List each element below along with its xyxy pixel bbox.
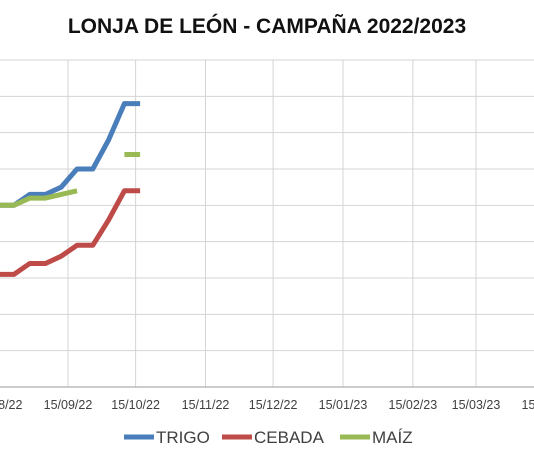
x-tick-label: 15/02/23 (389, 398, 438, 412)
series-line-cebada (0, 188, 141, 277)
x-axis-tick-labels: 15/08/22 15/09/22 15/10/22 15/11/22 15/12/22… (0, 398, 534, 412)
series-line-maiz (0, 188, 78, 208)
legend-label-maiz: MAÍZ (372, 428, 413, 447)
x-tick-label: 15/03/23 (452, 398, 501, 412)
x-tick-label: 15/04/23 (522, 398, 534, 412)
x-tick-label: 15/10/22 (111, 398, 160, 412)
chart-title: LONJA DE LEÓN - CAMPAÑA 2022/2023 (68, 14, 466, 38)
x-tick-label: 15/01/23 (319, 398, 368, 412)
legend-label-trigo: TRIGO (156, 428, 210, 447)
legend-label-cebada: CEBADA (254, 428, 325, 447)
x-tick-label: 15/08/22 (0, 398, 22, 412)
gridlines (0, 59, 534, 388)
x-tick-label: 15/09/22 (44, 398, 93, 412)
series-lines (0, 101, 141, 277)
x-tick-label: 15/12/22 (249, 398, 298, 412)
legend: TRIGO CEBADA MAÍZ (124, 428, 413, 447)
x-tick-label: 15/11/22 (182, 398, 230, 412)
